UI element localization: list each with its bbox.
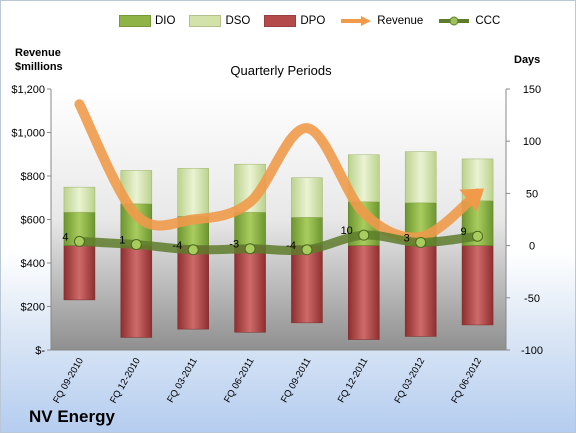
bar-dpo — [234, 245, 266, 333]
right-tick-label: 100 — [523, 136, 541, 148]
ccc-data-label: -4 — [172, 240, 182, 252]
left-tick-label: $- — [35, 345, 45, 357]
left-tick-label: $1,200 — [11, 84, 45, 96]
legend-label-ccc: CCC — [475, 15, 501, 27]
legend-item-dio: DIO — [119, 15, 175, 27]
bar-dpo — [348, 245, 380, 340]
right-tick-label: 150 — [523, 84, 541, 96]
left-tick-label: $600 — [21, 215, 45, 227]
legend-swatch-dso — [189, 15, 222, 27]
x-tick-label: FQ 03-2012 — [392, 356, 427, 405]
x-tick-label: FQ 06-2012 — [449, 356, 484, 405]
bar-dpo — [404, 245, 437, 337]
bar-dso — [404, 151, 437, 204]
ccc-data-label: 9 — [460, 226, 466, 238]
left-tick-label: $1,000 — [11, 128, 45, 140]
plot-area — [51, 89, 506, 350]
legend-swatch-dpo — [264, 15, 297, 27]
bar-dio — [291, 217, 323, 246]
bar-dio — [234, 211, 266, 246]
bar-dso — [63, 186, 96, 213]
right-tick-label: 0 — [529, 241, 535, 253]
bar-dpo — [120, 245, 153, 338]
ccc-data-label: 10 — [341, 225, 353, 237]
right-tick-label: -100 — [521, 345, 543, 357]
left-tick-label: $400 — [21, 258, 45, 270]
ccc-point — [187, 244, 199, 256]
legend-item-dso: DSO — [189, 15, 250, 27]
ccc-data-label: 4 — [62, 231, 68, 243]
legend-line-dot-icon — [439, 16, 470, 26]
ccc-point — [472, 230, 484, 242]
revenue-arrowhead — [459, 188, 484, 212]
legend-arrow-icon — [341, 16, 372, 26]
ccc-data-label: -3 — [229, 239, 239, 251]
legend-item-dpo: DPO — [264, 15, 325, 27]
ccc-point — [301, 244, 313, 256]
legend-item-ccc: CCC — [437, 15, 500, 27]
left-tick-label: $800 — [21, 171, 45, 183]
company-name: NV Energy — [29, 407, 115, 426]
ccc-point — [358, 229, 370, 241]
legend-label-dio: DIO — [155, 15, 176, 27]
x-tick-label: FQ 03-2011 — [165, 356, 200, 405]
x-tick-label: FQ 12-2011 — [336, 356, 371, 405]
bar-dso — [177, 168, 209, 217]
left-axis-label: Revenue $millions — [15, 47, 63, 73]
ccc-data-label: 3 — [404, 232, 410, 244]
left-tick-label: $200 — [21, 302, 45, 314]
legend-item-revenue: Revenue — [339, 15, 423, 27]
legend-swatch-dio — [119, 15, 151, 27]
legend-label-dpo: DPO — [300, 15, 326, 27]
x-tick-label: FQ 09-2010 — [51, 356, 86, 405]
bar-dpo — [63, 245, 96, 301]
right-tick-label: -50 — [524, 293, 540, 305]
ccc-point — [244, 243, 256, 255]
legend: DIO DSO DPO Revenue CCC — [119, 15, 514, 27]
ccc-data-label: 1 — [119, 235, 125, 247]
right-tick-label: 50 — [526, 188, 538, 200]
bar-dso — [291, 177, 323, 218]
x-tick-label: FQ 06-2011 — [222, 356, 257, 405]
legend-label-revenue: Revenue — [377, 15, 424, 27]
ccc-point — [415, 236, 427, 248]
bar-dpo — [177, 245, 209, 330]
chart-title: Quarterly Periods — [230, 63, 332, 78]
bar-dpo — [291, 245, 323, 324]
bar-dpo — [461, 245, 494, 326]
right-axis-label: Days — [514, 54, 541, 66]
ccc-point — [73, 235, 85, 247]
x-tick-label: FQ 09-2011 — [279, 356, 314, 405]
legend-label-dso: DSO — [225, 15, 251, 27]
ccc-point — [130, 239, 142, 251]
ccc-data-label: -4 — [286, 240, 296, 252]
x-tick-label: FQ 12-2010 — [108, 356, 143, 405]
